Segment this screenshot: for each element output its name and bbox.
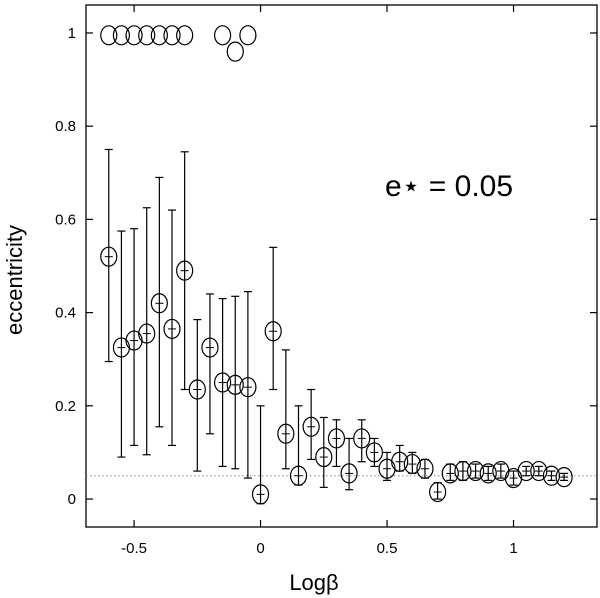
data-point xyxy=(289,465,308,486)
data-point xyxy=(365,442,383,463)
data-point xyxy=(214,372,232,393)
x-tick-label: 0 xyxy=(256,540,264,557)
x-axis: -0.5 0 0.5 1 xyxy=(121,5,518,557)
data-point xyxy=(479,463,497,484)
y-tick-label: 1 xyxy=(68,25,76,42)
data-point xyxy=(277,423,295,444)
y-axis: 0 0.2 0.4 0.6 0.8 1 xyxy=(55,25,597,508)
data-point xyxy=(138,25,156,46)
x-tick-label: -0.5 xyxy=(121,540,147,557)
data-point xyxy=(555,467,573,488)
data-point xyxy=(150,293,168,314)
data-point xyxy=(530,460,548,482)
data-point xyxy=(226,374,244,395)
data-points xyxy=(100,25,573,505)
y-tick-label: 0.8 xyxy=(55,118,76,135)
y-tick-label: 0 xyxy=(68,491,76,508)
data-point xyxy=(150,25,168,46)
data-point xyxy=(454,460,472,482)
data-point xyxy=(340,463,358,484)
data-point xyxy=(176,25,194,46)
data-point xyxy=(302,416,320,437)
data-point xyxy=(327,428,346,449)
y-tick-label: 0.2 xyxy=(55,398,76,415)
data-point xyxy=(403,453,421,475)
data-point xyxy=(100,246,118,267)
data-point xyxy=(517,460,535,482)
y-tick-label: 0.4 xyxy=(55,305,76,322)
data-point xyxy=(100,25,118,46)
plot-frame xyxy=(85,4,598,528)
data-point xyxy=(138,323,156,344)
annotation: e⋆ = 0.05 xyxy=(385,170,513,203)
data-point xyxy=(188,379,206,400)
data-point xyxy=(112,25,131,46)
data-point xyxy=(251,484,270,505)
x-tick-label: 1 xyxy=(509,540,517,557)
data-point xyxy=(466,460,485,482)
data-point xyxy=(125,25,143,46)
data-point xyxy=(264,321,282,342)
data-point xyxy=(214,25,232,46)
data-point xyxy=(391,451,409,472)
data-point xyxy=(201,337,219,358)
x-axis-label: Logβ xyxy=(289,570,338,595)
data-point xyxy=(163,25,181,46)
data-point xyxy=(429,481,447,503)
y-axis-label: eccentricity xyxy=(2,225,27,335)
data-point xyxy=(441,463,459,484)
data-point xyxy=(315,446,333,468)
data-point xyxy=(239,25,257,46)
data-point xyxy=(416,458,434,479)
data-point xyxy=(239,377,257,398)
y-tick-label: 0.6 xyxy=(55,211,76,228)
x-tick-label: 0.5 xyxy=(377,540,398,557)
data-point xyxy=(176,260,194,281)
data-point xyxy=(353,428,371,449)
data-point xyxy=(542,465,561,486)
data-point xyxy=(226,41,244,62)
data-point xyxy=(163,318,181,340)
